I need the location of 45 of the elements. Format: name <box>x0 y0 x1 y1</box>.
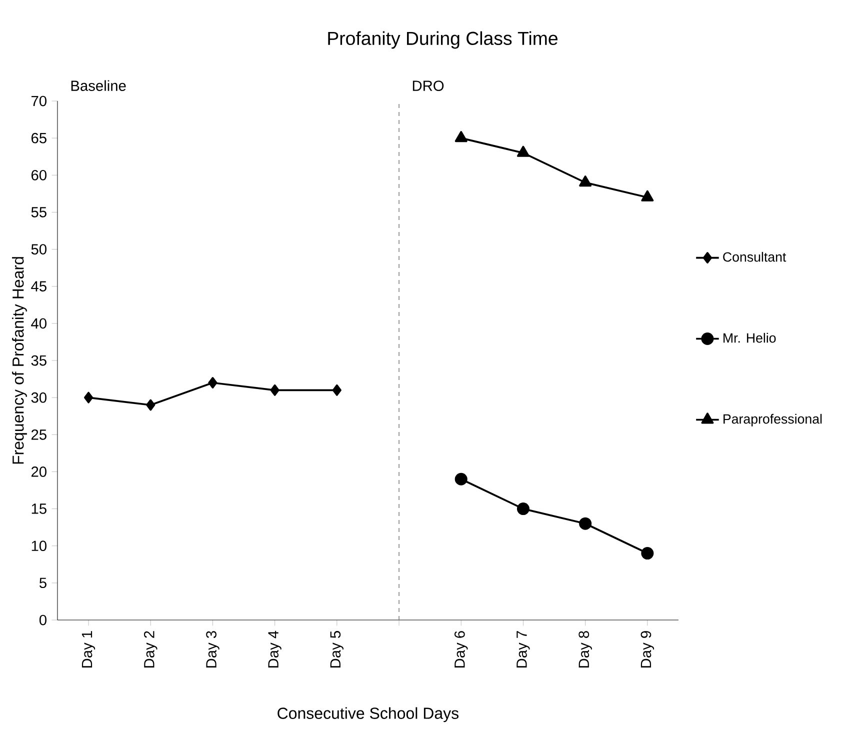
x-tick-label: Day 5 <box>330 631 344 668</box>
x-axis-title: Consecutive School Days <box>278 707 459 722</box>
point <box>641 190 654 202</box>
y-tick-label: 0 <box>39 614 46 626</box>
x-tick-label: Day 9 <box>640 631 654 668</box>
x-tick-label: Day 1 <box>82 631 96 668</box>
point <box>454 472 468 486</box>
legend-label: Consultant <box>723 252 786 262</box>
y-axis-title: Frequency of Profanity Heard <box>12 257 27 464</box>
point <box>84 392 94 404</box>
y-tick-label: 50 <box>31 244 46 254</box>
y-tick-label: 65 <box>32 132 46 144</box>
y-tick-label: 55 <box>31 207 46 218</box>
y-tick-label: 15 <box>32 504 46 514</box>
point <box>270 384 280 396</box>
x-tick-label: Day 3 <box>206 631 220 668</box>
chart-title: Profanity During Class Time <box>328 31 558 49</box>
point <box>641 547 654 560</box>
x-tick-label: Day 8 <box>578 631 592 668</box>
point <box>208 377 218 388</box>
point <box>332 384 342 396</box>
point <box>516 502 530 516</box>
y-tick-label: 60 <box>32 170 46 180</box>
legend-label: Mr. Helio <box>724 332 776 343</box>
point <box>454 131 468 142</box>
x-tick-label: Day 2 <box>144 631 158 668</box>
x-tick-label: Day 6 <box>454 631 468 668</box>
y-tick-label: 40 <box>31 318 46 329</box>
y-tick-label: 35 <box>31 355 46 366</box>
y-tick-label: 5 <box>39 578 46 588</box>
point <box>579 517 592 530</box>
x-tick-label: Day 7 <box>516 631 530 668</box>
point <box>516 146 530 157</box>
y-tick-label: 70 <box>32 96 46 106</box>
point <box>146 399 156 411</box>
y-tick-label: 25 <box>31 429 46 440</box>
y-tick-label: 30 <box>31 392 46 403</box>
point <box>579 175 592 187</box>
x-tick-label: Day 4 <box>268 630 282 668</box>
y-tick-label: 10 <box>32 540 46 552</box>
text: DRO <box>412 80 444 91</box>
text: Baseline <box>71 80 126 91</box>
y-tick-label: 45 <box>31 281 46 292</box>
legend-label: Paraprofessional <box>724 414 822 426</box>
y-tick-label: 20 <box>31 466 46 477</box>
